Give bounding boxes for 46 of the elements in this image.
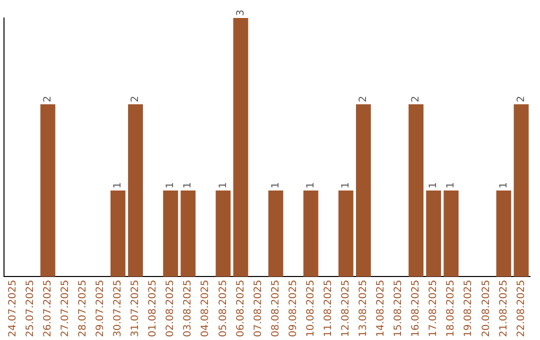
data-label: 1 [428,182,440,188]
x-tick-label: 08.08.2025 [270,280,282,338]
x-tick-label: 10.08.2025 [305,280,316,338]
x-tick-label: 05.08.2025 [218,280,229,338]
data-label: 1 [305,182,316,188]
data-label: 3 [235,10,246,16]
x-tick-label: 17.08.2025 [428,280,440,338]
x-tick-label: 07.08.2025 [252,280,264,338]
x-tick-label: 20.08.2025 [480,280,492,338]
x-tick-label: 19.08.2025 [463,280,474,338]
x-tick-label: 30.07.2025 [112,280,124,338]
x-tick-label: 15.08.2025 [393,280,404,338]
x-tick-label: 11.08.2025 [322,280,334,338]
x-tick-label: 24.07.2025 [7,280,18,338]
data-label: 2 [410,96,422,102]
x-tick-label: 12.08.2025 [340,280,352,338]
data-label: 2 [358,96,370,102]
x-tick-label: 13.08.2025 [358,280,370,338]
data-label: 2 [130,96,142,102]
x-tick-label: 22.08.2025 [516,280,527,338]
x-tick-label: 21.08.2025 [498,280,510,338]
data-label: 1 [218,182,229,188]
x-tick-label: 18.08.2025 [446,280,457,338]
x-tick-label: 04.08.2025 [200,280,212,338]
data-label: 1 [182,182,194,188]
x-tick-label: 06.08.2025 [235,280,246,338]
x-tick-label: 28.07.2025 [77,280,88,338]
data-label: 2 [42,96,54,102]
x-tick-label: 16.08.2025 [410,280,422,338]
data-label: 2 [516,96,527,102]
x-tick-label: 02.08.2025 [165,280,176,338]
x-tick-label: 26.07.2025 [42,280,54,338]
x-tick-label: 03.08.2025 [182,280,194,338]
x-tick-label: 09.08.2025 [288,280,299,338]
data-label: 1 [340,182,352,188]
x-tick-label: 29.07.2025 [95,280,106,338]
x-tick-label: 01.08.2025 [148,280,159,338]
data-label: 1 [498,182,510,188]
data-label: 1 [270,182,282,188]
data-label: 1 [446,182,457,188]
x-tick-label: 27.07.2025 [60,280,71,338]
x-tick-label: 25.07.2025 [24,280,36,338]
data-label: 1 [165,182,176,188]
x-tick-label: 31.07.2025 [130,280,142,338]
data-label: 1 [112,182,124,188]
x-tick-label: 14.08.2025 [376,280,387,338]
